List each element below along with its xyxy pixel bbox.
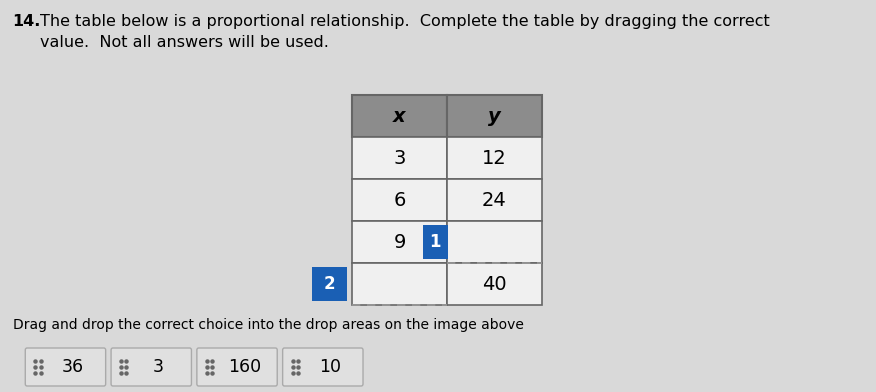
Text: 1: 1 (429, 233, 441, 251)
Text: 40: 40 (482, 274, 506, 294)
Bar (352, 263, 447, 305)
Bar (422, 225, 448, 259)
Bar (352, 221, 447, 263)
Text: y: y (488, 107, 501, 125)
Bar (447, 179, 542, 221)
Text: 10: 10 (319, 358, 341, 376)
Bar (313, 267, 347, 301)
Text: 12: 12 (482, 149, 507, 167)
Text: 9: 9 (393, 232, 406, 252)
Text: 6: 6 (393, 191, 406, 209)
Text: 36: 36 (61, 358, 84, 376)
Text: 3: 3 (393, 149, 406, 167)
Bar (352, 179, 447, 221)
Text: 14.: 14. (12, 14, 41, 29)
FancyBboxPatch shape (25, 348, 106, 386)
Text: 24: 24 (482, 191, 507, 209)
FancyBboxPatch shape (111, 348, 192, 386)
Text: 2: 2 (324, 275, 336, 293)
Bar (447, 263, 542, 305)
Bar (447, 221, 542, 263)
Bar (352, 95, 447, 137)
FancyBboxPatch shape (197, 348, 277, 386)
Text: 160: 160 (228, 358, 261, 376)
Text: Drag and drop the correct choice into the drop areas on the image above: Drag and drop the correct choice into th… (12, 318, 524, 332)
Text: 3: 3 (153, 358, 164, 376)
Text: x: x (393, 107, 406, 125)
Bar (447, 95, 542, 137)
Bar (447, 137, 542, 179)
FancyBboxPatch shape (283, 348, 363, 386)
Text: The table below is a proportional relationship.  Complete the table by dragging : The table below is a proportional relati… (39, 14, 769, 50)
Bar (352, 137, 447, 179)
